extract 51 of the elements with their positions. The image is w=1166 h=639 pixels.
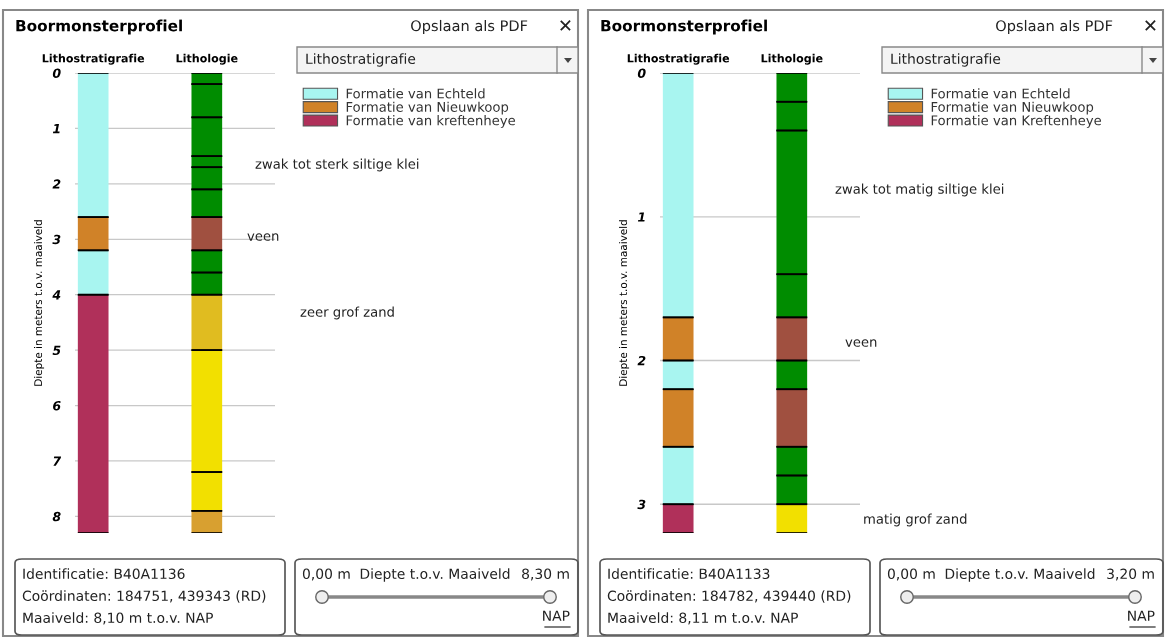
text: matig grof zand — [864, 513, 967, 527]
legend-label: Formatie van Echteld — [346, 88, 485, 99]
text: Identificatie: B40A1136 — [23, 568, 185, 580]
text: ✕ — [1145, 20, 1156, 31]
text: Diepte t.o.v. Maaiveld — [360, 568, 510, 582]
x-tick-label: Lithostratigrafie — [42, 53, 145, 65]
text: Coördinaten: 184782, 439440 (RD) — [607, 590, 851, 603]
y-axis-title: Diepte in meters t.o.v. maaiveld — [619, 220, 630, 386]
y-tick-label: 2 — [52, 179, 61, 189]
legend-label: Formatie van Nieuwkoop — [346, 101, 509, 115]
text: Opslaan als PDF — [996, 19, 1113, 35]
text: NAP — [543, 610, 570, 621]
text: 3,20 m — [1107, 568, 1154, 581]
legend-label: Formatie van kreftenheye — [346, 115, 516, 128]
y-tick-label: 3 — [637, 499, 646, 510]
text: Diepte t.o.v. Maaiveld — [945, 568, 1095, 582]
text: NAP — [1128, 610, 1155, 621]
annotation: veen — [845, 339, 877, 347]
text: Identificatie: B40A1133 — [608, 568, 770, 580]
y-tick-label: 0 — [52, 68, 61, 78]
text: 8,30 m — [522, 568, 569, 581]
y-tick-label: 2 — [637, 355, 646, 366]
y-tick-label: 1 — [637, 212, 645, 222]
y-axis-title: Diepte in meters t.o.v. maaiveld — [34, 220, 45, 386]
legend-label: Formatie van Echteld — [931, 88, 1070, 99]
legend-label: Formatie van Nieuwkoop — [931, 101, 1094, 115]
x-tick-label: Lithologie — [761, 53, 823, 65]
chart-title: Boormonsterprofiel — [16, 19, 182, 35]
y-tick-label: 4 — [52, 290, 61, 300]
chart-title: Boormonsterprofiel — [601, 19, 767, 35]
text: 0,00 m — [302, 568, 350, 581]
y-tick-label: 6 — [53, 401, 61, 411]
y-tick-label: 7 — [53, 456, 62, 466]
text: Maaiveld: 8,10 m t.o.v. NAP — [23, 612, 213, 625]
text: 0,00 m — [887, 568, 935, 581]
legend-label: Formatie van Kreftenheye — [931, 115, 1102, 128]
x-tick-label: Lithologie — [176, 53, 238, 65]
y-tick-label: 1 — [52, 124, 60, 134]
text: ✕ — [560, 20, 571, 31]
y-tick-label: 0 — [637, 68, 646, 78]
y-tick-label: 3 — [52, 234, 61, 245]
text: Coördinaten: 184751, 439343 (RD) — [22, 590, 266, 603]
y-tick-label: 8 — [52, 511, 61, 522]
text: zeer grof zand — [300, 306, 394, 320]
text: Maaiveld: 8,11 m t.o.v. NAP — [608, 612, 798, 625]
annotation: zwak tot sterk siltige klei — [255, 158, 419, 172]
annotation: zwak tot matig siltige klei — [835, 183, 1004, 197]
annotation: veen — [247, 233, 279, 241]
text: Opslaan als PDF — [411, 19, 528, 35]
x-tick-label: Lithostratigrafie — [627, 53, 730, 65]
y-tick-label: 5 — [52, 345, 61, 356]
